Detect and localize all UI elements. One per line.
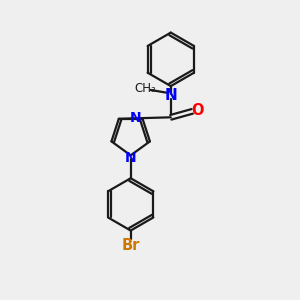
Text: Br: Br <box>122 238 140 253</box>
Text: N: N <box>130 111 142 124</box>
Text: CH₃: CH₃ <box>135 82 156 95</box>
Text: O: O <box>191 103 204 118</box>
Text: N: N <box>164 88 177 103</box>
Text: N: N <box>124 151 136 165</box>
